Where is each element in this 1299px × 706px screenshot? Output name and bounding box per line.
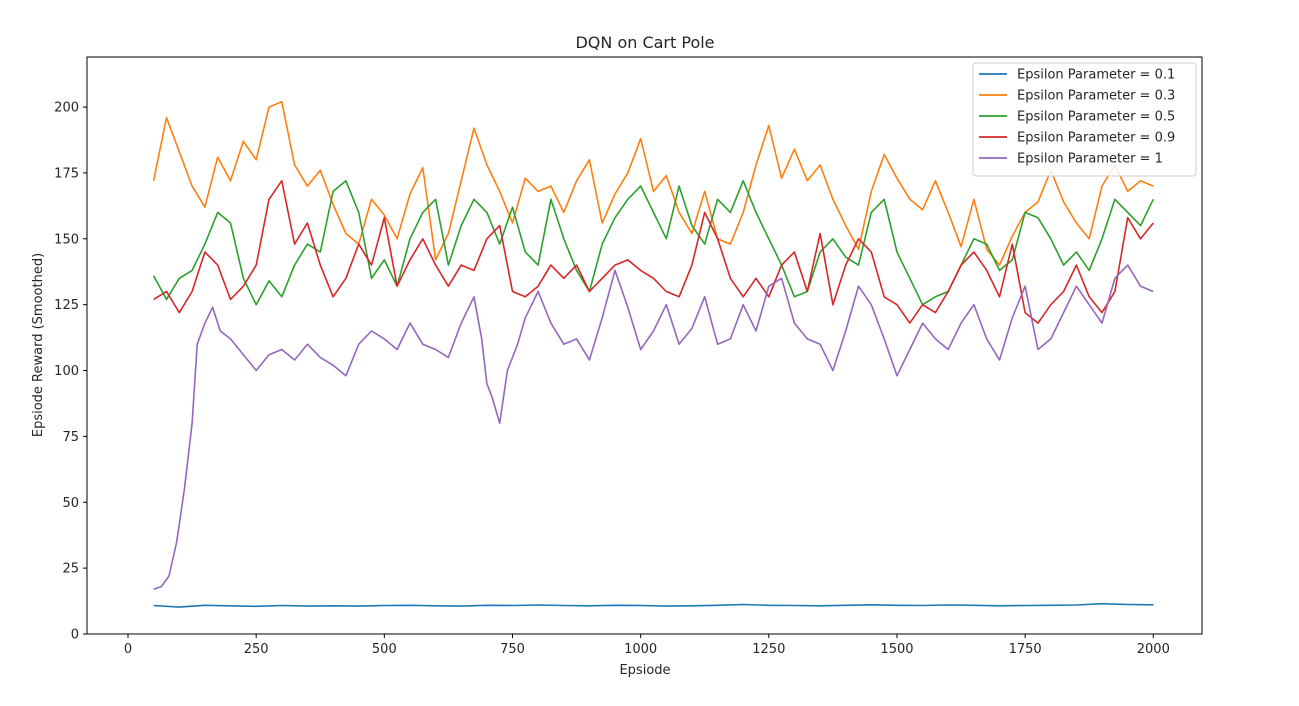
y-tick-label: 150 [54,232,79,247]
x-tick-label: 250 [244,642,269,657]
series-layer [152,101,1155,608]
x-tick-label: 1500 [880,642,913,657]
y-tick-label: 0 [71,628,79,643]
y-tick-label: 125 [54,298,79,313]
legend-label-3: Epsilon Parameter = 0.5 [1017,110,1175,125]
legend-label-1: Epsilon Parameter = 0.1 [1017,68,1175,83]
series-line-3 [152,180,1155,306]
x-tick-label: 0 [124,642,132,657]
plot-frame [86,56,1203,635]
x-tick-label: 1000 [624,642,657,657]
x-tick-label: 1750 [1009,642,1042,657]
x-axis: 0 250 500 750 1000 1250 1500 1750 2000 [124,634,1170,657]
x-tick-label: 750 [500,642,525,657]
x-tick-label: 1250 [752,642,785,657]
legend-label-5: Epsilon Parameter = 1 [1017,152,1163,167]
y-axis-label: Epsiode Reward (Smoothed) [31,253,46,437]
y-axis: 0 25 50 75 100 125 150 175 200 [54,101,87,643]
series-line-1 [153,602,1154,608]
x-tick-label: 2000 [1137,642,1170,657]
legend-label-2: Epsilon Parameter = 0.3 [1017,89,1175,104]
series-line-2 [152,101,1154,266]
y-tick-label: 75 [62,430,79,445]
series-line-4 [153,180,1154,324]
legend-box [972,62,1197,177]
y-tick-label: 175 [54,166,79,181]
legend-label-4: Epsilon Parameter = 0.9 [1017,131,1175,146]
series-line-5 [153,264,1154,590]
x-tick-label: 500 [372,642,397,657]
y-tick-label: 25 [62,562,79,577]
x-axis-label: Epsiode [619,663,670,678]
chart-title: DQN on Cart Pole [575,33,714,52]
y-tick-label: 200 [54,101,79,116]
y-tick-label: 50 [62,496,79,511]
legend: Epsilon Parameter = 0.1 Epsilon Parameter… [972,62,1197,177]
y-tick-label: 100 [54,364,79,379]
